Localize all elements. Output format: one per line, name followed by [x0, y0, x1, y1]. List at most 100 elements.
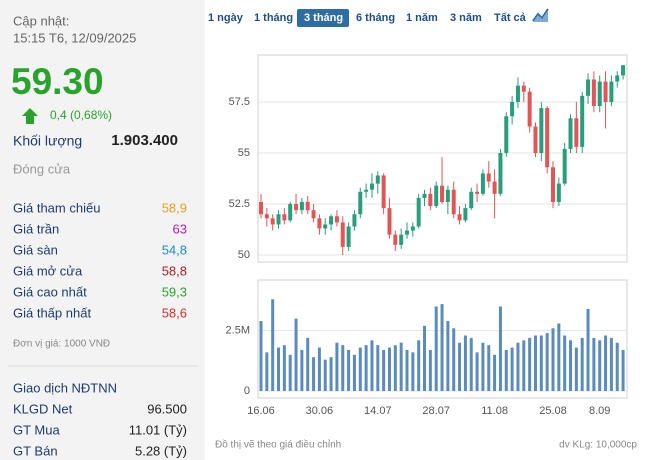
price-value: 59,3: [162, 284, 187, 299]
volume-bar: [458, 342, 462, 391]
volume-bar: [370, 340, 374, 391]
icon-area: [533, 10, 548, 22]
candle-body: [276, 214, 281, 225]
candle-body: [364, 189, 369, 192]
candle-body: [562, 148, 567, 184]
volume-bar: [498, 306, 502, 391]
volume-bar: [469, 337, 473, 391]
candle-body: [480, 173, 485, 194]
candle-body: [358, 191, 363, 215]
volume-bar: [463, 335, 467, 391]
volume-bar: [411, 352, 415, 391]
volume-bar: [598, 340, 602, 391]
volume-bar: [312, 357, 316, 391]
volume-bar: [282, 345, 286, 391]
candle-body: [422, 193, 427, 198]
quote-panel: [0, 0, 205, 460]
volume-bar: [487, 345, 491, 391]
volume-tick-label: 2.5M: [226, 325, 250, 337]
volume-bar: [265, 352, 269, 391]
x-tick-label: 11.08: [481, 405, 508, 417]
candle-body: [311, 210, 316, 219]
volume-bar: [329, 357, 333, 391]
candle-body: [492, 181, 497, 194]
volume-frame: [257, 279, 628, 399]
candle-body: [521, 85, 526, 92]
candle-body: [545, 108, 550, 168]
price-value: 58,8: [162, 263, 187, 278]
candle-body: [515, 85, 520, 102]
volume-bar: [621, 349, 625, 391]
volume-bar: [306, 337, 310, 391]
tab[interactable]: 1 ngày: [208, 12, 244, 24]
volume-bar: [510, 347, 514, 391]
volume-bar: [580, 337, 584, 391]
candle-body: [317, 218, 322, 229]
foreign-value: 11.01 (Tỷ): [129, 422, 187, 437]
volume-label: Khối lượng: [13, 133, 82, 149]
volume-bar: [545, 333, 549, 391]
candle-body: [609, 81, 614, 102]
y-tick-label: 52.5: [229, 198, 250, 210]
tab[interactable]: 6 tháng: [356, 12, 395, 24]
volume-bar: [423, 325, 427, 391]
volume-bar: [428, 349, 432, 391]
candle-body: [369, 183, 374, 190]
tab[interactable]: 1 tháng: [254, 12, 293, 24]
volume-bar: [452, 328, 456, 391]
volume-bar: [522, 340, 526, 391]
y-tick-label: 57.5: [229, 96, 250, 108]
volume-bar: [481, 342, 485, 391]
tab[interactable]: 1 năm: [406, 12, 438, 24]
tab[interactable]: 3 tháng: [304, 12, 343, 24]
volume-bar: [574, 347, 578, 391]
chart-icon[interactable]: [532, 8, 549, 22]
candle-body: [451, 189, 456, 215]
price-list: Giá tham chiếu 58,9 Giá trần 63 Giá sàn 54,8 G…: [13, 200, 187, 320]
y-tick-label: 50: [238, 249, 250, 261]
volume-bar: [475, 352, 479, 391]
volume-bar: [586, 308, 590, 391]
foreign-value: 5.28 (Tỷ): [135, 443, 187, 458]
candle-body: [551, 167, 555, 202]
candle-body: [340, 222, 345, 247]
tab[interactable]: Tất cả: [494, 12, 527, 24]
volume-bar: [557, 323, 561, 391]
price-value: 54,8: [162, 242, 187, 257]
price-frame: [257, 54, 628, 263]
volume-bar: [493, 354, 497, 391]
candle-body: [475, 191, 480, 194]
candle-body: [591, 79, 596, 107]
candle-body: [504, 116, 509, 153]
candle-body: [498, 152, 503, 194]
candle-body: [299, 201, 304, 211]
candle-body: [621, 65, 626, 76]
x-tick-label: 8.09: [589, 405, 610, 417]
candle-body: [486, 173, 491, 182]
volume-bar: [382, 349, 386, 391]
candle-body: [393, 234, 398, 245]
x-tick-label: 16.06: [247, 405, 275, 417]
volume-bar: [271, 299, 275, 391]
y-tick-label: 55: [238, 147, 250, 159]
volume-bar: [288, 354, 292, 391]
candle-body: [445, 189, 450, 202]
candle-body: [539, 108, 544, 153]
foreign-label: KLGD Net: [13, 401, 73, 416]
candle-body: [352, 214, 357, 227]
volume-bar: [446, 321, 450, 391]
update-label: Cập nhật:: [13, 13, 69, 28]
volume-unit: dv KLg: 10,000cp: [559, 440, 637, 451]
foreign-label: GT Mua: [13, 422, 60, 437]
tab[interactable]: 3 năm: [450, 12, 482, 24]
candle-body: [305, 201, 310, 211]
price-label: Giá mở cửa: [13, 263, 83, 278]
volume-bar: [533, 335, 537, 391]
volume-bar: [352, 354, 356, 391]
volume-bar: [347, 349, 351, 391]
volume-tick-label: 0: [244, 385, 250, 397]
icon-line: [532, 8, 549, 22]
volume-bar: [387, 347, 391, 391]
volume-bar: [405, 349, 409, 391]
